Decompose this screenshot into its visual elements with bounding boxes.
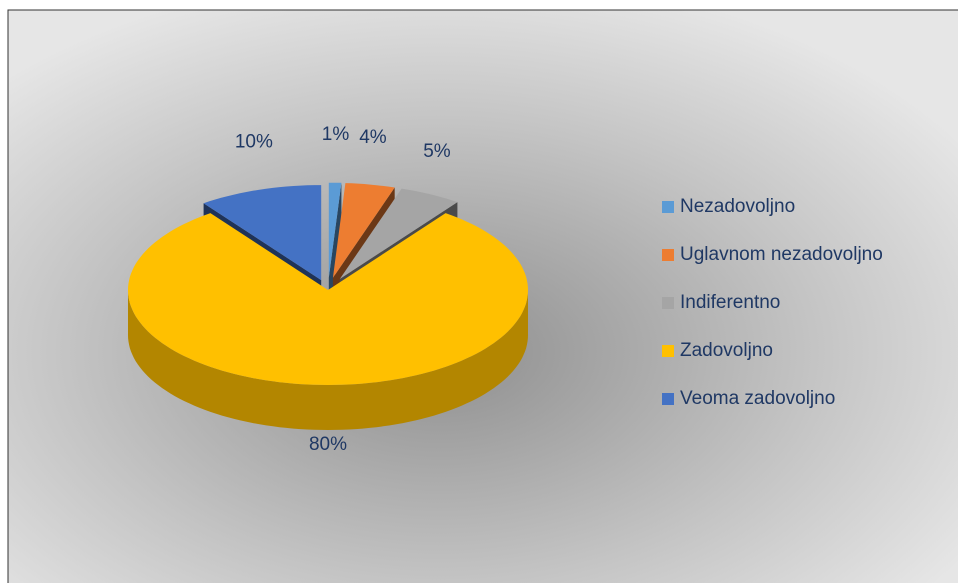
legend-marker bbox=[662, 201, 674, 213]
slice-top bbox=[339, 188, 458, 279]
legend-label: Indiferentno bbox=[680, 292, 780, 313]
slice-top bbox=[328, 182, 342, 278]
legend-label: Nezadovoljno bbox=[680, 196, 795, 217]
slice-top bbox=[128, 213, 528, 385]
data-label: 80% bbox=[309, 434, 347, 455]
data-label: 5% bbox=[423, 141, 451, 162]
legend-label: Veoma zadovoljno bbox=[680, 388, 835, 409]
slice bbox=[128, 213, 528, 430]
slice-top bbox=[203, 185, 322, 281]
legend-marker bbox=[662, 249, 674, 261]
legend-marker bbox=[662, 393, 674, 405]
legend: Nezadovoljno Uglavnom nezadovoljno Indifer… bbox=[662, 196, 883, 409]
slice-wall bbox=[128, 290, 528, 430]
legend-label: Zadovoljno bbox=[680, 340, 773, 361]
data-label: 1% bbox=[322, 124, 350, 145]
data-label: 10% bbox=[235, 132, 273, 153]
legend-marker bbox=[662, 345, 674, 357]
legend-marker bbox=[662, 297, 674, 309]
pie: 1% 4% 5% 80% 10% bbox=[128, 124, 528, 455]
slice-top bbox=[332, 183, 395, 278]
legend-label: Uglavnom nezadovoljno bbox=[680, 244, 883, 265]
data-label: 4% bbox=[359, 127, 387, 148]
